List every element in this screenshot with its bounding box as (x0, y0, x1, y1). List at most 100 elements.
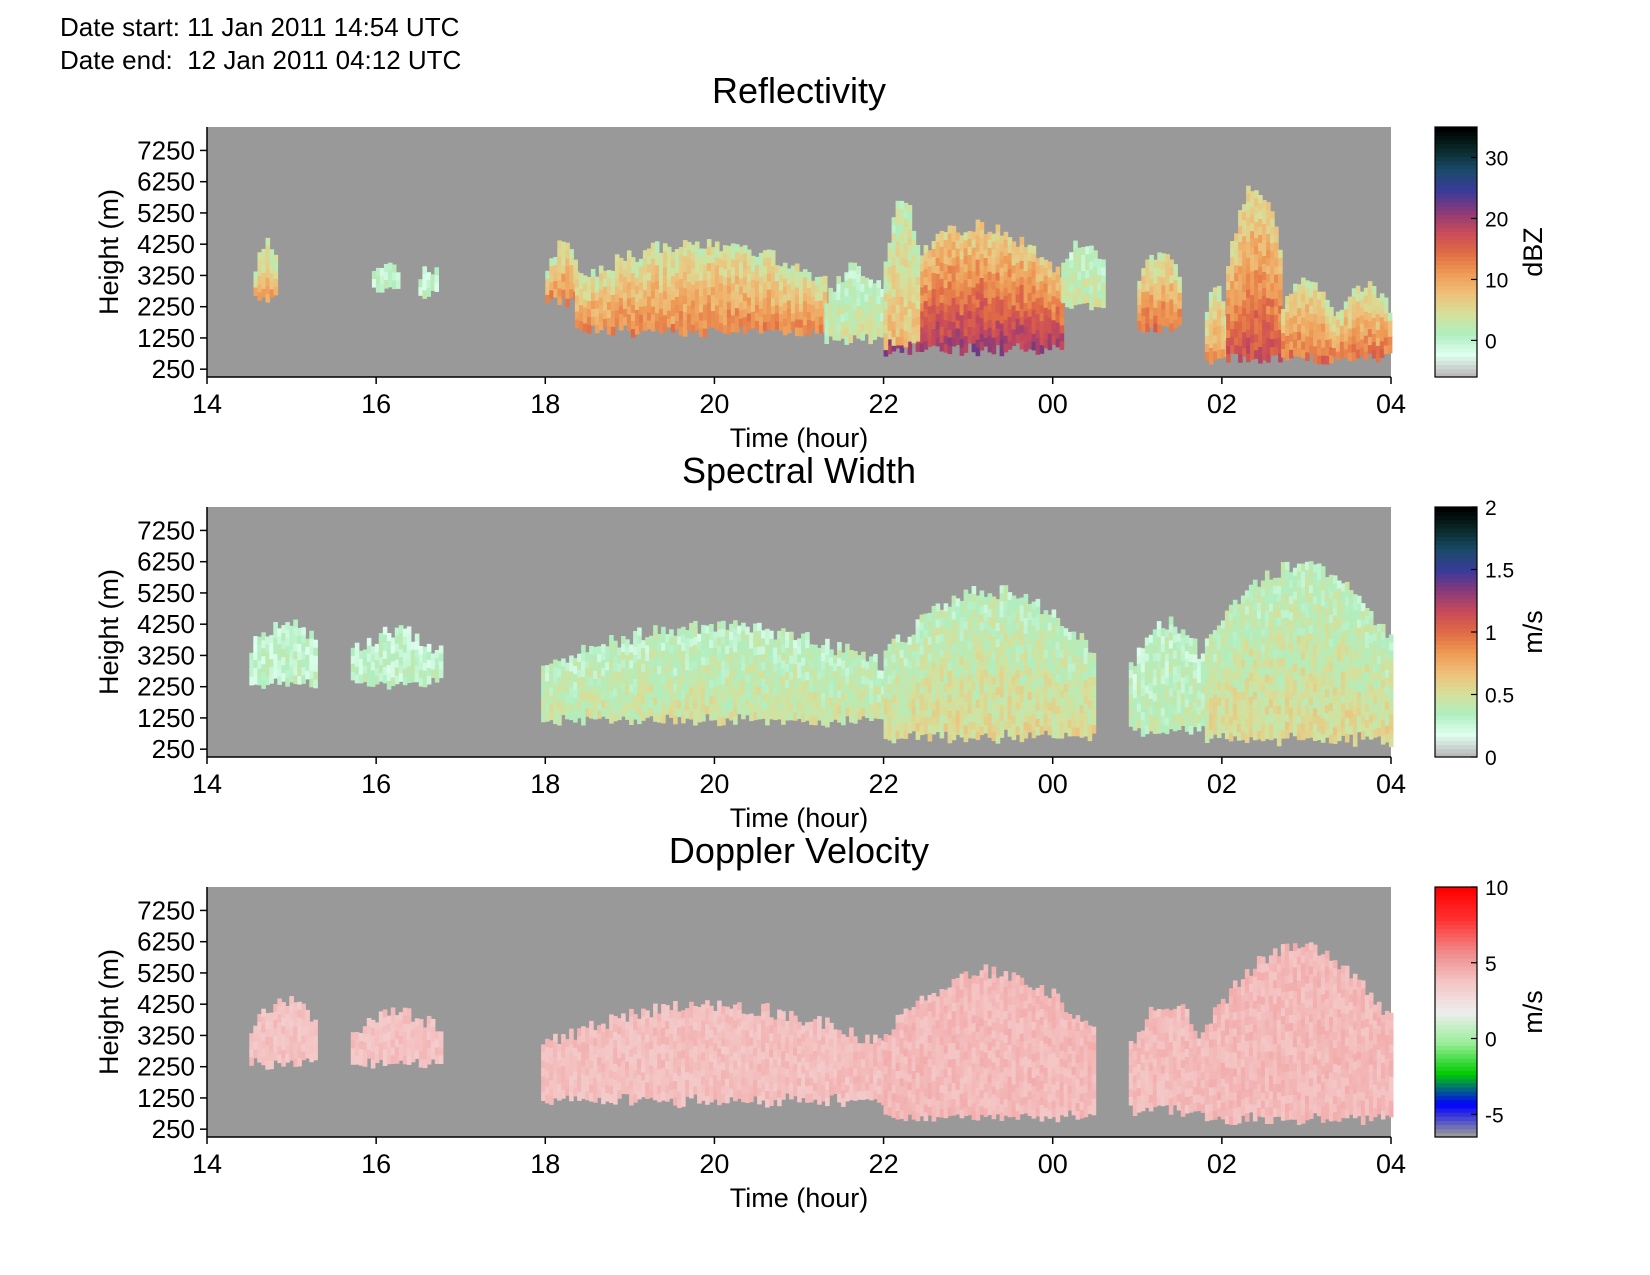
echo-cell (641, 704, 646, 713)
echo-cell (1226, 346, 1231, 355)
echo-cell (650, 314, 656, 324)
echo-cell (1296, 651, 1302, 661)
echo-cell (939, 230, 945, 240)
echo-cell (1284, 665, 1290, 675)
echo-cell (681, 698, 686, 708)
echo-cell (590, 301, 596, 310)
echo-cell (797, 662, 802, 671)
echo-cell (717, 709, 722, 719)
echo-cell (1296, 667, 1302, 677)
echo-cell (750, 271, 756, 281)
echo-cell (1196, 698, 1202, 708)
echo-cell (702, 248, 708, 258)
echo-cell (876, 320, 881, 329)
echo-cell (754, 288, 760, 298)
echo-cell (438, 669, 444, 679)
echo-cell (633, 639, 638, 648)
echo-cell (1252, 611, 1258, 621)
echo-cell (297, 668, 302, 677)
echo-cell (963, 677, 969, 687)
echo-cell (1208, 674, 1214, 683)
echo-cell (1284, 673, 1290, 683)
echo-cell (686, 249, 692, 259)
echo-cell (837, 658, 842, 667)
echo-cell (541, 713, 546, 723)
echo-cell (657, 642, 662, 651)
echo-cell (1238, 242, 1243, 251)
echo-cell (967, 609, 973, 619)
echo-cell (1027, 324, 1033, 334)
echo-cell (959, 347, 965, 356)
echo-cell (1260, 708, 1266, 718)
echo-cell (633, 655, 638, 664)
echo-cell (1027, 668, 1033, 677)
echo-cell (1220, 716, 1226, 726)
echo-cell (995, 687, 1001, 696)
echo-cell (301, 635, 306, 644)
echo-cell (1019, 308, 1025, 318)
echo-cell (939, 617, 945, 627)
echo-cell (730, 283, 736, 292)
echo-cell (662, 307, 668, 316)
echo-cell (809, 716, 814, 725)
echo-cell (1156, 661, 1162, 670)
echo-cell (895, 722, 901, 732)
echo-cell (1204, 694, 1210, 703)
echo-cell (637, 699, 642, 709)
echo-cell (670, 276, 676, 285)
echo-cell (1184, 659, 1190, 668)
echo-cell (794, 319, 800, 329)
echo-cell (1212, 654, 1218, 663)
echo-cell (782, 278, 788, 288)
echo-cell (891, 686, 897, 696)
echo-cell (1015, 606, 1021, 616)
echo-cell (1019, 292, 1025, 302)
echo-cell (1148, 642, 1154, 652)
echo-cell (1212, 710, 1218, 719)
echo-cell (1270, 315, 1275, 324)
echo-cell (931, 661, 937, 671)
echo-cell (883, 301, 889, 311)
echo-cell (1164, 629, 1170, 639)
echo-cell (1355, 301, 1361, 311)
echo-cell (629, 684, 634, 693)
echo-cell (927, 716, 933, 726)
echo-cell (987, 593, 993, 602)
echo-cell (927, 732, 933, 742)
echo-cell (955, 630, 961, 639)
echo-cell (1192, 670, 1198, 680)
echo-cell (1254, 230, 1259, 239)
echo-cell (661, 714, 666, 724)
echo-cell (836, 292, 841, 301)
echo-cell (907, 724, 913, 734)
echo-cell (923, 261, 929, 270)
echo-cell (785, 671, 790, 681)
echo-cell (1019, 332, 1025, 342)
echo-cell (907, 285, 913, 294)
echo-cell (681, 634, 686, 644)
echo-cell (666, 310, 672, 320)
echo-cell (1258, 307, 1263, 316)
echo-cell (1250, 311, 1255, 320)
echo-cell (1027, 604, 1033, 613)
echo-cell (1023, 625, 1029, 635)
echo-cell (1075, 671, 1081, 681)
echo-cell (1087, 708, 1093, 718)
echo-cell (1297, 340, 1302, 349)
echo-cell (951, 305, 957, 315)
echo-cell (1347, 320, 1353, 330)
echo-cell (857, 703, 862, 712)
echo-cell (983, 676, 989, 686)
echo-cell (1043, 722, 1049, 731)
echo-cell (434, 650, 440, 659)
echo-cell (625, 655, 630, 664)
echo-cell (689, 654, 694, 664)
echo-cell (927, 612, 933, 622)
echo-cell (975, 291, 981, 301)
echo-cell (1140, 704, 1146, 713)
echo-cell (935, 603, 941, 613)
echo-cell (1246, 329, 1251, 339)
echo-cell (1272, 729, 1278, 739)
echo-cell (923, 709, 929, 719)
colorbar-swatch (1435, 314, 1477, 320)
